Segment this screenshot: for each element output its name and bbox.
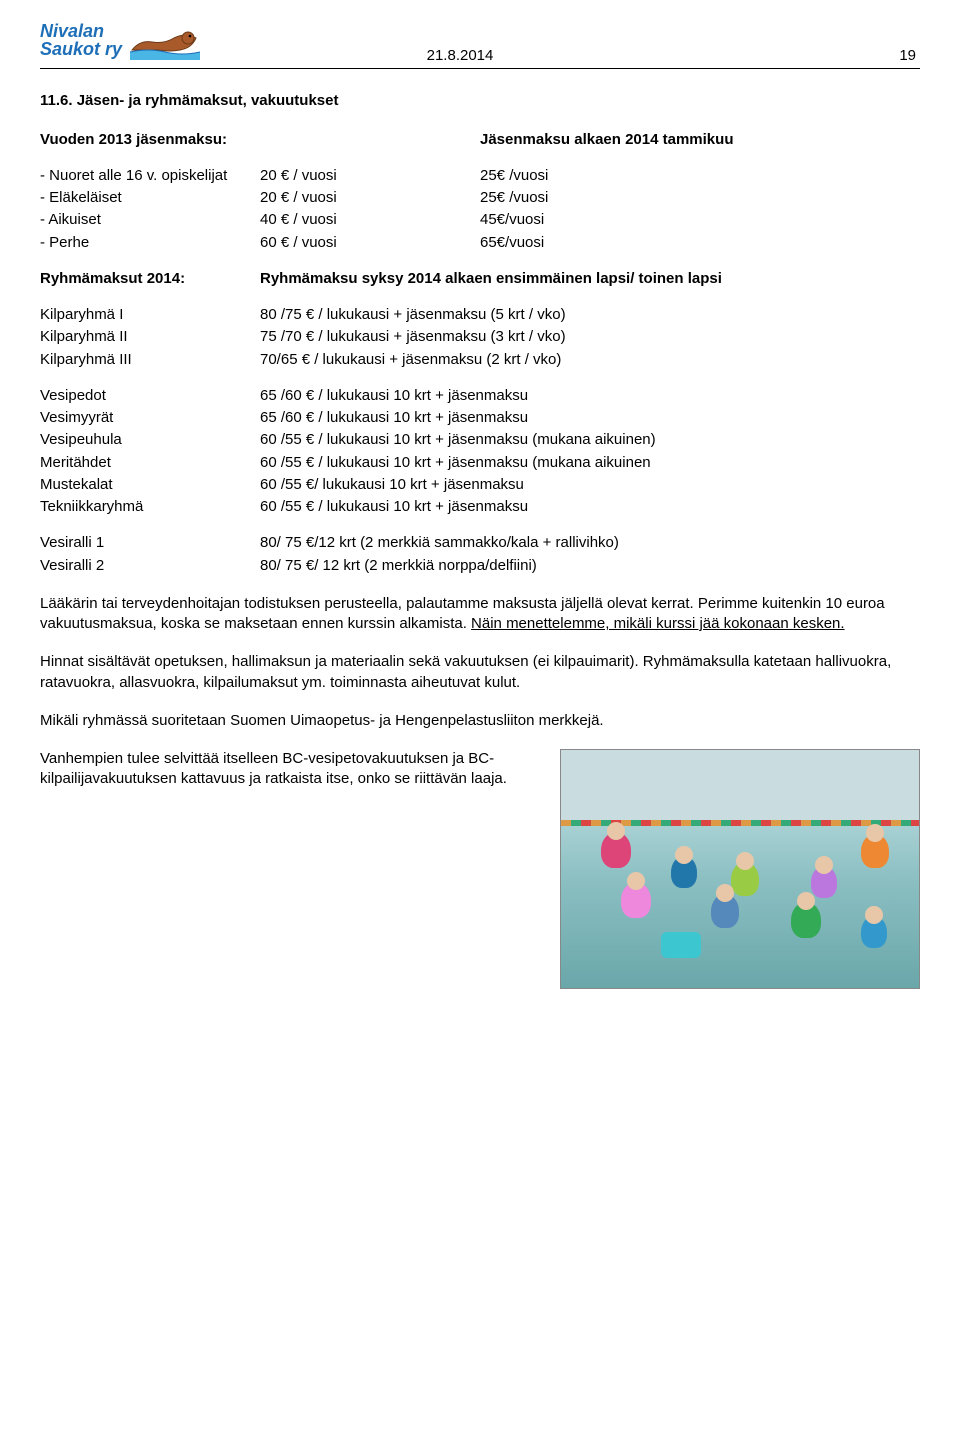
ralli-label: Vesiralli 1 [40,533,260,553]
kilpa-label: Kilparyhmä III [40,350,260,370]
course-label: Vesipeuhula [40,430,260,450]
kilpa-row: Kilparyhmä III70/65 € / lukukausi + jäse… [40,350,920,370]
ralli-row: Vesiralli 280/ 75 €/ 12 krt (2 merkkiä n… [40,556,920,576]
otter-icon [130,20,200,60]
fees-header-right: Jäsenmaksu alkaen 2014 tammikuu [480,130,920,150]
paragraph-insurance: Vanhempien tulee selvittää itselleen BC-… [40,749,542,790]
course-table: Vesipedot65 /60 € / lukukausi 10 krt + j… [40,386,920,518]
group-header-right: Ryhmämaksu syksy 2014 alkaen ensimmäinen… [260,269,920,289]
kilpa-row: Kilparyhmä I80 /75 € / lukukausi + jäsen… [40,305,920,325]
fee-old: 20 € / vuosi [260,188,480,208]
header-page-number: 19 [876,46,916,66]
ralli-value: 80/ 75 €/12 krt (2 merkkiä sammakko/kala… [260,533,920,553]
ralli-row: Vesiralli 180/ 75 €/12 krt (2 merkkiä sa… [40,533,920,553]
paragraph-includes: Hinnat sisältävät opetuksen, hallimaksun… [40,652,920,693]
fee-row: - Aikuiset40 € / vuosi45€/vuosi [40,210,920,230]
course-row: Meritähdet60 /55 € / lukukausi 10 krt + … [40,453,920,473]
kilpa-value: 75 /70 € / lukukausi + jäsenmaksu (3 krt… [260,327,920,347]
fee-row: - Nuoret alle 16 v. opiskelijat20 € / vu… [40,166,920,186]
course-value: 60 /55 € / lukukausi 10 krt + jäsenmaksu… [260,453,920,473]
logo-line1: Nivalan [40,22,122,40]
fee-new: 25€ /vuosi [480,188,920,208]
paragraph-refund: Lääkärin tai terveydenhoitajan todistuks… [40,594,920,635]
ralli-table: Vesiralli 180/ 75 €/12 krt (2 merkkiä sa… [40,533,920,576]
section-title: 11.6. Jäsen- ja ryhmämaksut, vakuutukset [40,91,920,111]
course-row: Vesipedot65 /60 € / lukukausi 10 krt + j… [40,386,920,406]
fee-label: - Eläkeläiset [40,188,260,208]
kilpa-label: Kilparyhmä II [40,327,260,347]
pool-photo [560,749,920,989]
fee-new: 25€ /vuosi [480,166,920,186]
course-label: Vesipedot [40,386,260,406]
course-value: 60 /55 € / lukukausi 10 krt + jäsenmaksu [260,497,920,517]
course-label: Meritähdet [40,453,260,473]
fees-header-left: Vuoden 2013 jäsenmaksu: [40,130,260,150]
fee-label: - Perhe [40,233,260,253]
fee-new: 45€/vuosi [480,210,920,230]
kilpa-value: 70/65 € / lukukausi + jäsenmaksu (2 krt … [260,350,920,370]
course-row: Vesimyyrät65 /60 € / lukukausi 10 krt + … [40,408,920,428]
course-value: 60 /55 € / lukukausi 10 krt + jäsenmaksu… [260,430,920,450]
kilpa-row: Kilparyhmä II75 /70 € / lukukausi + jäse… [40,327,920,347]
course-value: 65 /60 € / lukukausi 10 krt + jäsenmaksu [260,408,920,428]
course-row: Tekniikkaryhmä60 /55 € / lukukausi 10 kr… [40,497,920,517]
course-label: Tekniikkaryhmä [40,497,260,517]
para1-underline: Näin menettelemme, mikäli kurssi jää kok… [471,615,845,632]
fee-new: 65€/vuosi [480,233,920,253]
course-label: Vesimyyrät [40,408,260,428]
fee-row: - Perhe60 € / vuosi65€/vuosi [40,233,920,253]
course-row: Vesipeuhula60 /55 € / lukukausi 10 krt +… [40,430,920,450]
course-value: 60 /55 €/ lukukausi 10 krt + jäsenmaksu [260,475,920,495]
course-value: 65 /60 € / lukukausi 10 krt + jäsenmaksu [260,386,920,406]
ralli-value: 80/ 75 €/ 12 krt (2 merkkiä norppa/delfi… [260,556,920,576]
course-label: Mustekalat [40,475,260,495]
ralli-label: Vesiralli 2 [40,556,260,576]
membership-fee-table: - Nuoret alle 16 v. opiskelijat20 € / vu… [40,166,920,253]
group-header-left: Ryhmämaksut 2014: [40,269,260,289]
fee-label: - Nuoret alle 16 v. opiskelijat [40,166,260,186]
course-row: Mustekalat60 /55 €/ lukukausi 10 krt + j… [40,475,920,495]
fee-old: 20 € / vuosi [260,166,480,186]
fee-old: 60 € / vuosi [260,233,480,253]
fee-old: 40 € / vuosi [260,210,480,230]
kilpa-label: Kilparyhmä I [40,305,260,325]
paragraph-badges: Mikäli ryhmässä suoritetaan Suomen Uimao… [40,711,920,731]
kilpa-value: 80 /75 € / lukukausi + jäsenmaksu (5 krt… [260,305,920,325]
fee-row: - Eläkeläiset20 € / vuosi25€ /vuosi [40,188,920,208]
kilpa-table: Kilparyhmä I80 /75 € / lukukausi + jäsen… [40,305,920,370]
fee-label: - Aikuiset [40,210,260,230]
